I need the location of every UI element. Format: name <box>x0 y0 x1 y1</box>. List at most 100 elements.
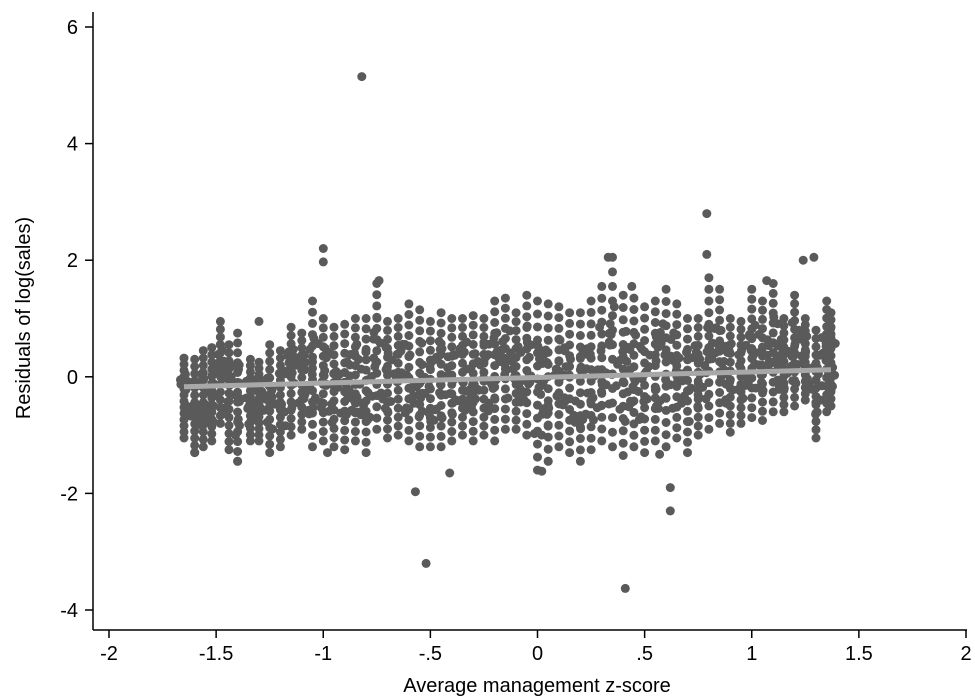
data-point <box>297 336 307 345</box>
data-point <box>254 316 264 326</box>
data-point <box>589 415 598 425</box>
data-point <box>350 370 360 380</box>
data-point <box>190 362 200 371</box>
data-point <box>743 378 753 387</box>
data-point <box>800 389 810 399</box>
data-point <box>459 347 469 357</box>
data-point <box>586 319 596 329</box>
fitted-line <box>183 367 832 390</box>
data-point <box>412 382 421 392</box>
data-point <box>496 357 506 367</box>
data-point <box>372 424 382 434</box>
data-point <box>693 421 703 431</box>
data-point <box>350 417 360 427</box>
data-point <box>522 312 532 322</box>
data-point <box>468 417 478 427</box>
data-point <box>583 388 593 398</box>
data-point <box>661 418 671 427</box>
data-point <box>490 394 500 404</box>
data-point <box>340 319 350 329</box>
data-point <box>404 425 414 435</box>
data-point <box>233 407 243 417</box>
data-point <box>524 379 533 389</box>
data-point <box>179 359 189 369</box>
data-point <box>179 353 189 363</box>
data-point <box>224 445 234 455</box>
data-point <box>736 316 746 326</box>
data-point <box>215 324 225 334</box>
data-point <box>725 314 735 323</box>
tick-marks: -2 -1.5 -1 -.5 0 .5 1 1.5 2 -4 -2 0 2 4 6 <box>60 17 971 665</box>
data-point <box>668 403 678 413</box>
data-point <box>475 360 485 370</box>
point-column <box>656 284 676 452</box>
point-column <box>335 319 355 455</box>
data-point <box>356 364 366 374</box>
data-point <box>533 341 543 351</box>
data-point <box>511 317 521 327</box>
data-point <box>543 323 553 333</box>
data-point <box>669 328 679 338</box>
data-point <box>429 415 439 425</box>
data-point <box>447 417 457 427</box>
data-point <box>650 414 660 424</box>
data-point <box>369 327 379 337</box>
data-point <box>597 387 606 396</box>
data-point <box>325 348 335 357</box>
data-point <box>447 427 457 436</box>
data-point <box>757 377 766 387</box>
data-point <box>245 361 255 371</box>
data-point <box>231 430 240 440</box>
data-point <box>308 403 318 412</box>
data-point <box>597 329 607 339</box>
point-column <box>604 252 623 452</box>
data-point <box>747 393 757 403</box>
data-point <box>329 322 339 332</box>
x-tick-label: 2 <box>960 643 971 665</box>
data-point <box>198 360 208 370</box>
data-point <box>262 417 272 427</box>
data-point <box>490 425 500 435</box>
data-point <box>468 320 478 330</box>
data-point <box>425 442 435 452</box>
data-point <box>318 332 328 342</box>
data-point <box>809 252 819 262</box>
data-point <box>425 432 435 442</box>
y-tick-label: 6 <box>67 17 78 39</box>
data-point <box>575 319 585 329</box>
data-point <box>604 328 614 338</box>
data-point <box>768 328 778 338</box>
data-point <box>176 379 186 389</box>
data-point <box>715 315 725 325</box>
data-point <box>286 430 296 440</box>
data-point <box>627 281 637 291</box>
data-point <box>414 412 424 422</box>
data-point <box>445 468 455 478</box>
data-point <box>383 415 392 425</box>
data-point <box>511 308 521 318</box>
data-point <box>265 439 275 449</box>
data-point <box>522 409 532 419</box>
data-point <box>798 358 808 368</box>
data-point <box>582 364 592 374</box>
point-column <box>690 314 708 440</box>
data-point <box>361 324 371 334</box>
data-point <box>597 436 607 446</box>
point-column <box>356 314 375 458</box>
data-point <box>672 309 682 319</box>
data-point <box>559 393 569 403</box>
y-axis-title: Residuals of log(sales) <box>13 217 35 419</box>
data-point <box>286 331 296 340</box>
data-point <box>305 344 315 354</box>
data-point <box>392 349 402 359</box>
data-point <box>754 360 764 370</box>
data-point <box>704 296 714 306</box>
data-point <box>383 408 393 417</box>
data-point <box>417 360 427 370</box>
data-point <box>350 314 360 323</box>
data-point <box>640 324 650 334</box>
data-point <box>286 414 296 423</box>
data-point <box>715 418 725 428</box>
data-point <box>224 437 234 447</box>
data-point <box>425 316 435 326</box>
